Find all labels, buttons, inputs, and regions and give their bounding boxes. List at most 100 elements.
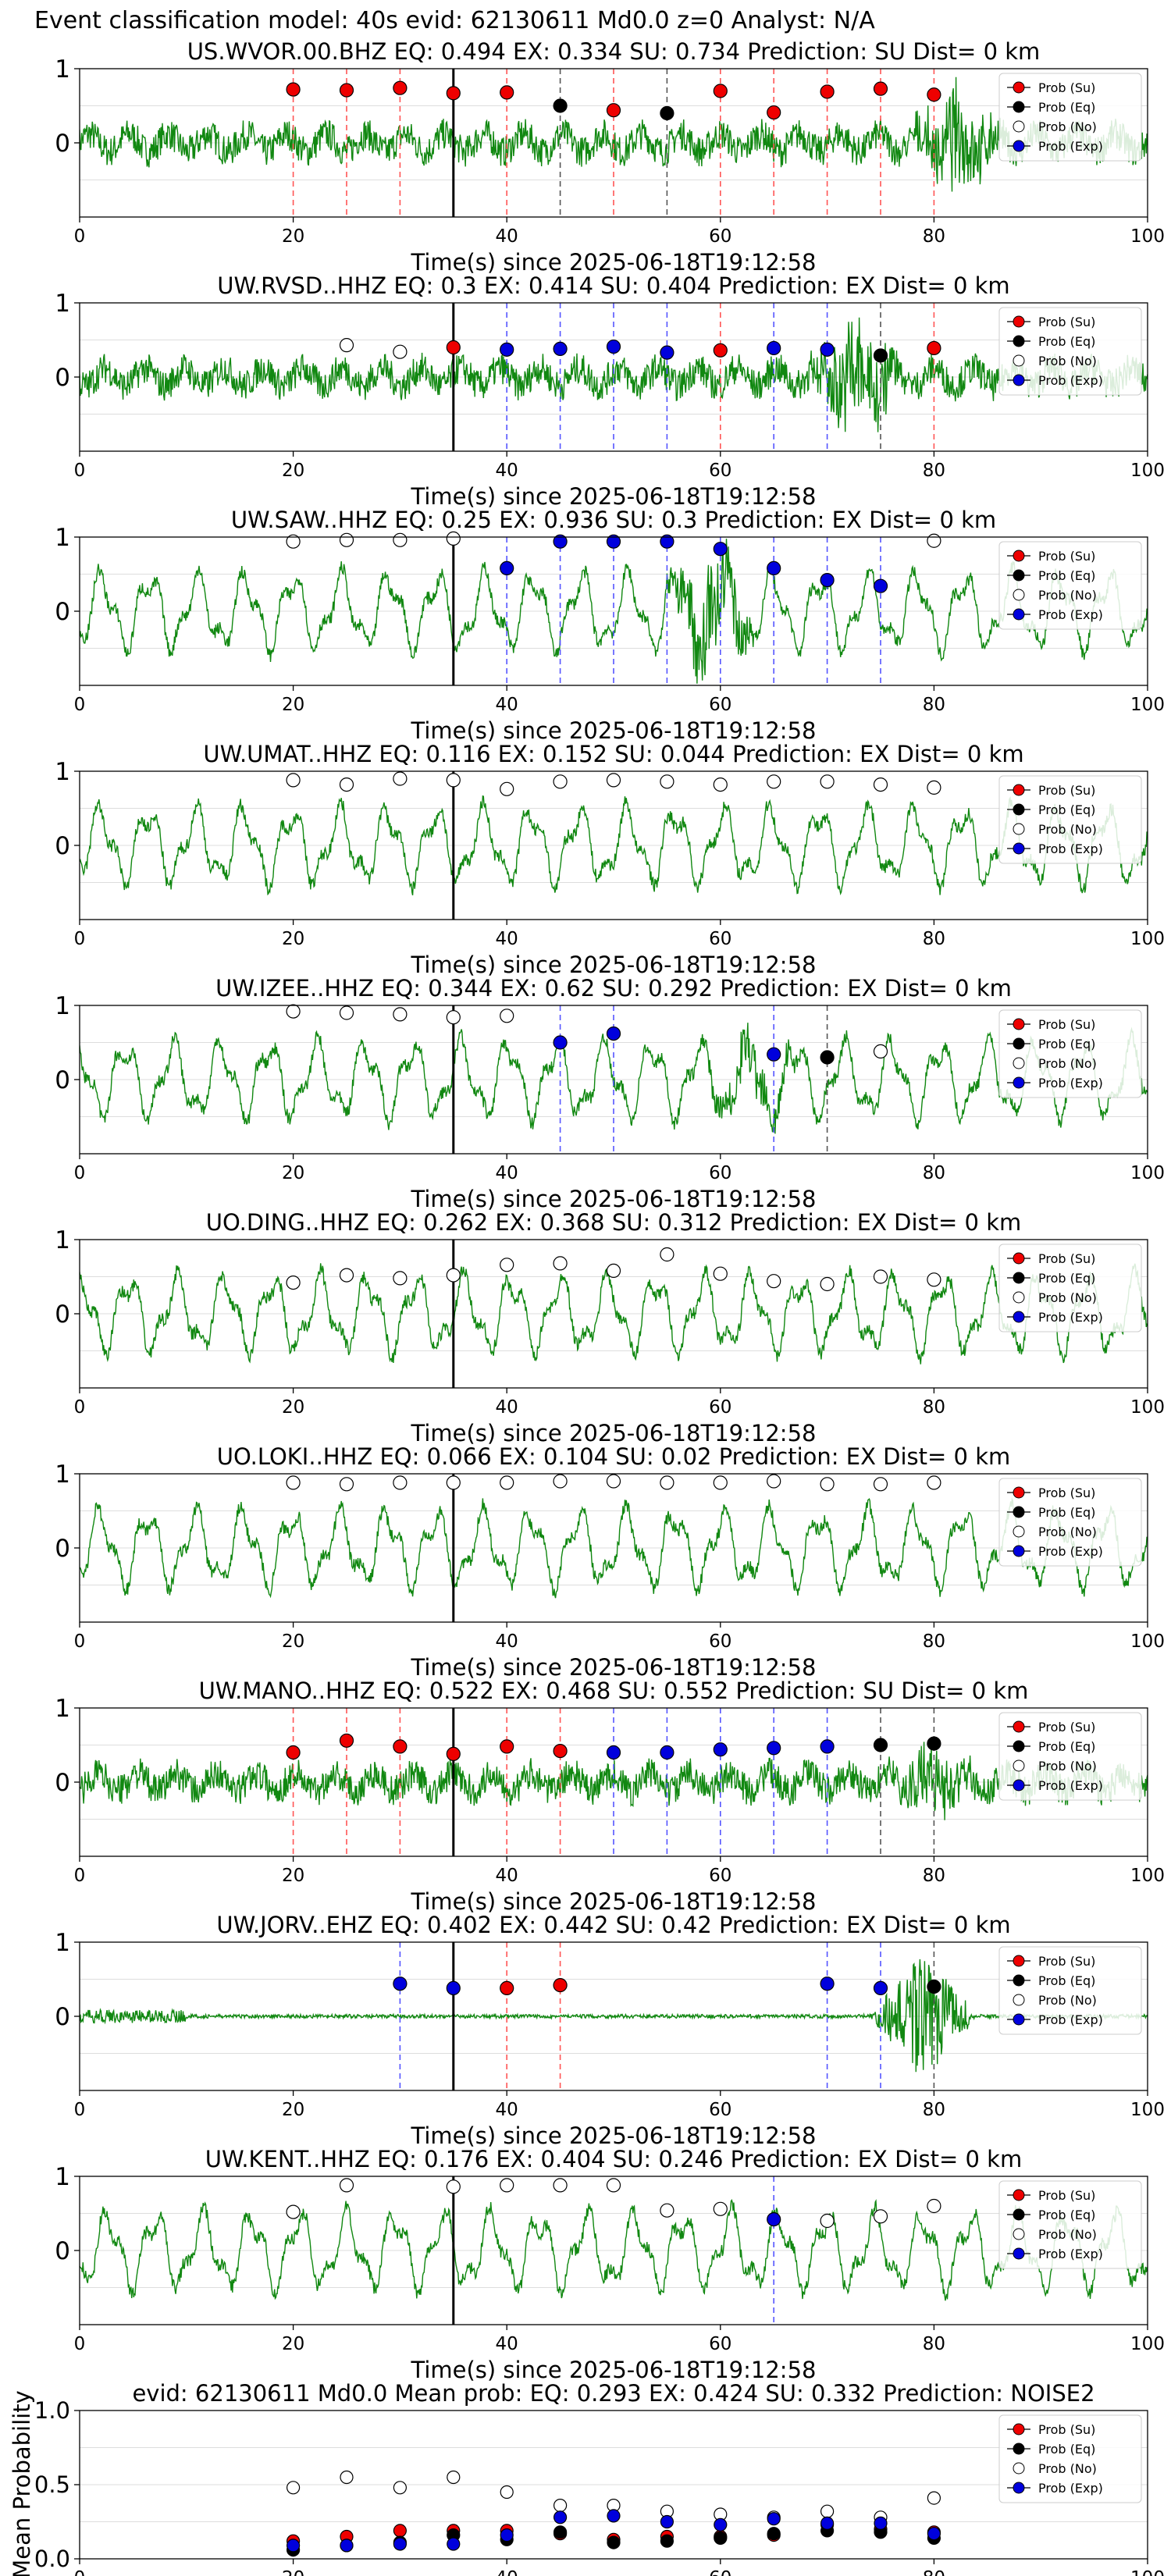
point-no (339, 532, 354, 547)
x-tick-label: 40 (496, 695, 518, 715)
point-exp (873, 1980, 888, 1995)
point-no (286, 773, 301, 788)
legend-label: Prob (No) (1038, 588, 1097, 603)
legend-label: Prob (No) (1038, 2227, 1097, 2242)
legend-marker (1013, 354, 1025, 367)
y-tick-label: 0 (55, 1535, 70, 1563)
point-no (820, 2504, 835, 2518)
x-tick-label: 40 (496, 1631, 518, 1652)
point-exp (660, 1745, 674, 1760)
point-no (660, 1247, 674, 1262)
legend-label: Prob (No) (1038, 822, 1097, 837)
legend-label: Prob (Su) (1038, 2188, 1095, 2203)
x-tick-label: 80 (923, 1866, 945, 1886)
point-no (713, 1266, 728, 1281)
legend-label: Prob (Eq) (1038, 1505, 1095, 1520)
legend-marker (1013, 1974, 1025, 1987)
panel-5: UO.DING..HHZ EQ: 0.262 EX: 0.368 SU: 0.3… (55, 1209, 1165, 1446)
x-axis-label: Time(s) since 2025-06-18T19:12:58 (411, 1186, 817, 1212)
point-eq (927, 1979, 941, 1994)
x-tick-label: 80 (923, 2334, 945, 2354)
point-eq (767, 2527, 781, 2541)
legend-box (998, 775, 1142, 864)
y-tick-label: 1 (55, 1929, 70, 1957)
legend-box (998, 1946, 1142, 2035)
legend-marker (1013, 1506, 1025, 1518)
x-tick-label: 40 (496, 1397, 518, 1418)
point-no (339, 2178, 354, 2193)
legend-label: Prob (Exp) (1038, 1076, 1103, 1091)
point-no (339, 1477, 354, 1492)
waveform-trace (80, 1023, 1148, 1134)
x-axis-label: Time(s) since 2025-06-18T19:12:58 (411, 249, 817, 276)
legend: Prob (Su) Prob (Eq) Prob (No) Prob (Exp) (998, 73, 1142, 162)
legend: Prob (Su) Prob (Eq) Prob (No) Prob (Exp) (998, 1009, 1142, 1098)
legend-marker (1013, 2228, 1025, 2240)
point-eq (714, 2531, 728, 2545)
legend-marker (1013, 569, 1025, 582)
y-tick-label: 1 (55, 1695, 70, 1723)
y-tick-label: 1 (55, 524, 70, 552)
point-no (713, 2201, 728, 2216)
x-tick-label: 60 (709, 2100, 731, 2120)
y-tick-label: 0 (55, 1300, 70, 1329)
point-exp (820, 342, 835, 357)
legend-label: Prob (Su) (1038, 2422, 1095, 2437)
legend-label: Prob (Exp) (1038, 607, 1103, 622)
legend-marker (1013, 81, 1025, 94)
x-tick-label: 0 (74, 1631, 86, 1652)
x-tick-label: 100 (1130, 2334, 1165, 2354)
x-tick-label: 20 (282, 929, 304, 949)
point-exp (660, 345, 674, 360)
legend-box (998, 73, 1142, 162)
point-exp (713, 542, 728, 557)
y-axis-label: Mean Probability (9, 2390, 35, 2576)
legend-label: Prob (Exp) (1038, 2247, 1103, 2261)
legend-label: Prob (Eq) (1038, 1973, 1095, 1988)
x-tick-label: 60 (709, 695, 731, 715)
legend-marker (1013, 2013, 1025, 2026)
point-su (393, 2524, 408, 2538)
point-no (820, 2213, 835, 2229)
point-su (393, 80, 408, 95)
legend: Prob (Su) Prob (Eq) Prob (No) Prob (Exp) (998, 2414, 1142, 2503)
point-su (606, 103, 621, 118)
x-tick-label: 60 (709, 1163, 731, 1183)
y-tick-label: 1 (55, 1226, 70, 1254)
legend-label: Prob (Su) (1038, 783, 1095, 798)
point-exp (606, 1745, 621, 1760)
x-tick-label: 20 (282, 2100, 304, 2120)
point-su (767, 105, 781, 120)
legend-box (998, 1712, 1142, 1801)
point-exp (500, 342, 514, 357)
point-su (393, 1739, 408, 1754)
point-exp (874, 2516, 888, 2530)
legend-label: Prob (Su) (1038, 1720, 1095, 1735)
legend-marker (1013, 803, 1025, 816)
point-exp (606, 1026, 621, 1041)
x-tick-label: 20 (282, 2334, 304, 2354)
x-tick-label: 40 (496, 1163, 518, 1183)
x-tick-label: 100 (1130, 929, 1165, 949)
y-tick-label: 0 (55, 2003, 70, 2031)
point-no (820, 1276, 835, 1292)
point-su (446, 340, 461, 355)
x-tick-label: 20 (282, 2568, 304, 2576)
point-eq (553, 98, 568, 113)
x-tick-label: 40 (496, 461, 518, 481)
x-tick-label: 20 (282, 1163, 304, 1183)
point-no (606, 773, 621, 788)
plot-area (80, 303, 1148, 451)
x-tick-label: 0 (74, 2100, 86, 2120)
legend-marker (1013, 2482, 1025, 2494)
point-su (339, 83, 354, 98)
point-su (446, 1746, 461, 1761)
x-tick-label: 60 (709, 929, 731, 949)
point-no (553, 1474, 568, 1489)
point-exp (607, 2509, 621, 2523)
x-tick-label: 100 (1130, 2568, 1165, 2576)
point-su (553, 1978, 568, 1993)
panel-4: UW.IZEE..HHZ EQ: 0.344 EX: 0.62 SU: 0.29… (55, 975, 1165, 1212)
x-tick-label: 60 (709, 2568, 731, 2576)
